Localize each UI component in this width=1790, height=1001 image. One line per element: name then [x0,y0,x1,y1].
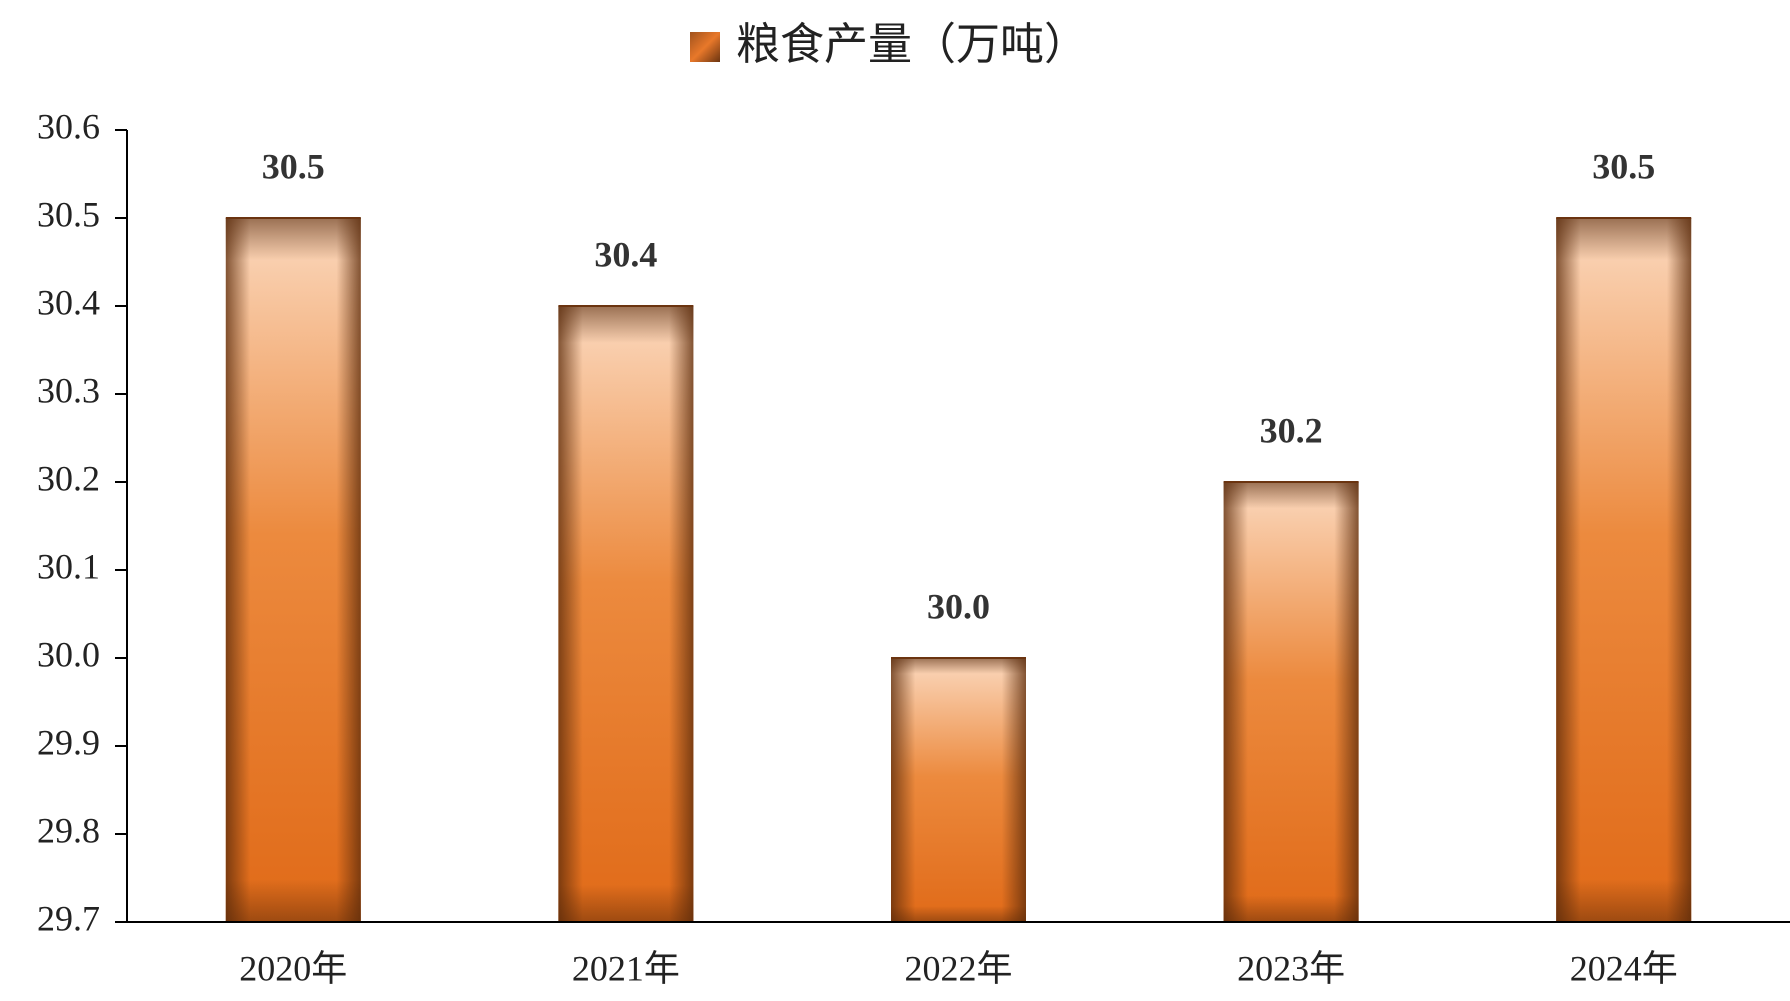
y-tick-label: 30.2 [37,458,100,498]
legend-swatch [690,32,720,62]
y-tick-label: 29.9 [37,722,100,762]
data-label: 30.4 [594,234,657,274]
x-tick-label: 2022年 [904,948,1012,988]
y-tick-label: 30.4 [37,282,100,322]
x-tick-label: 2020年 [239,948,347,988]
data-label: 30.0 [927,586,990,626]
bar-shade [1556,218,1692,922]
data-label: 30.5 [262,146,325,186]
legend-label: 粮食产量（万吨） [736,19,1088,70]
x-tick-label: 2024年 [1570,948,1678,988]
y-tick-label: 30.5 [37,194,100,234]
bar-shade [1223,482,1359,922]
y-tick-label: 29.7 [37,898,100,938]
y-tick-label: 30.0 [37,634,100,674]
bar-shade [891,658,1026,922]
bar-shade [225,218,361,922]
y-tick-label: 30.6 [37,106,100,146]
y-tick-label: 30.1 [37,546,100,586]
y-tick-label: 30.3 [37,370,100,410]
x-tick-label: 2023年 [1237,948,1345,988]
data-label: 30.2 [1260,410,1323,450]
bar-shade [558,306,694,922]
data-label: 30.5 [1592,146,1655,186]
x-tick-label: 2021年 [572,948,680,988]
y-tick-label: 29.8 [37,810,100,850]
